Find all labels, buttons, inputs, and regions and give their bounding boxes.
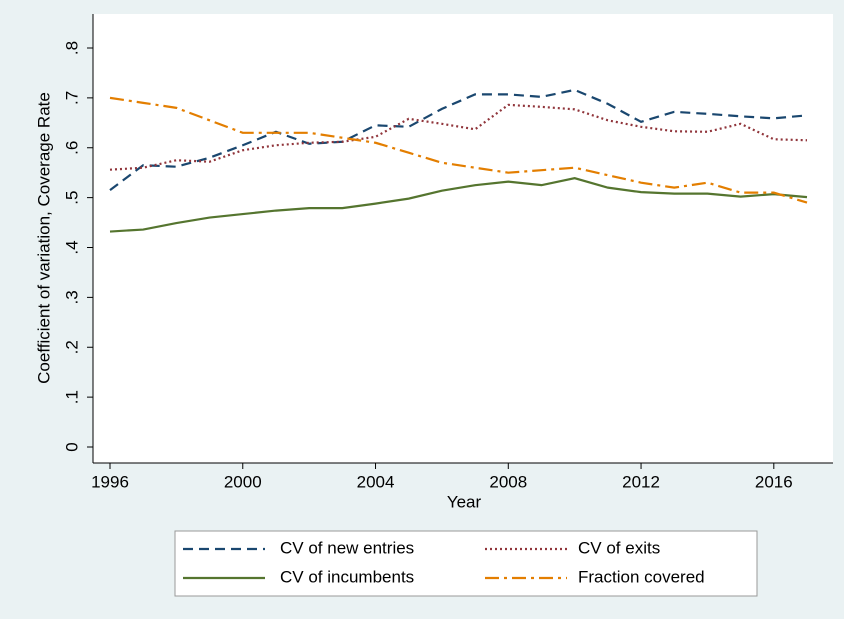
- y-tick-label: .5: [62, 191, 81, 205]
- legend-label: Fraction covered: [578, 567, 705, 586]
- y-axis-title: Coefficient of variation, Coverage Rate: [34, 92, 53, 384]
- plot-area: [93, 14, 833, 463]
- legend-label: CV of incumbents: [280, 567, 414, 586]
- series-line: [109, 96, 808, 204]
- series-line: [109, 177, 808, 233]
- y-tick-label: .1: [62, 390, 81, 404]
- x-tick-label: 2012: [622, 472, 660, 491]
- y-tick-label: 0: [62, 442, 81, 451]
- y-tick-label: .3: [62, 290, 81, 304]
- y-tick-label: .4: [62, 240, 81, 254]
- x-tick-label: 2000: [224, 472, 262, 491]
- x-tick-label: 1996: [91, 472, 129, 491]
- y-tick-label: .8: [62, 41, 81, 55]
- legend-label: CV of new entries: [280, 538, 414, 557]
- x-tick-label: 2004: [357, 472, 395, 491]
- x-axis-title: Year: [447, 492, 482, 511]
- y-tick-label: .7: [62, 91, 81, 105]
- legend-box: [174, 530, 758, 597]
- y-tick-label: .6: [62, 141, 81, 155]
- series-line: [109, 103, 808, 171]
- y-tick-label: .2: [62, 340, 81, 354]
- x-tick-label: 2008: [489, 472, 527, 491]
- x-tick-label: 2016: [755, 472, 793, 491]
- legend-label: CV of exits: [578, 538, 660, 557]
- series-line: [109, 88, 808, 192]
